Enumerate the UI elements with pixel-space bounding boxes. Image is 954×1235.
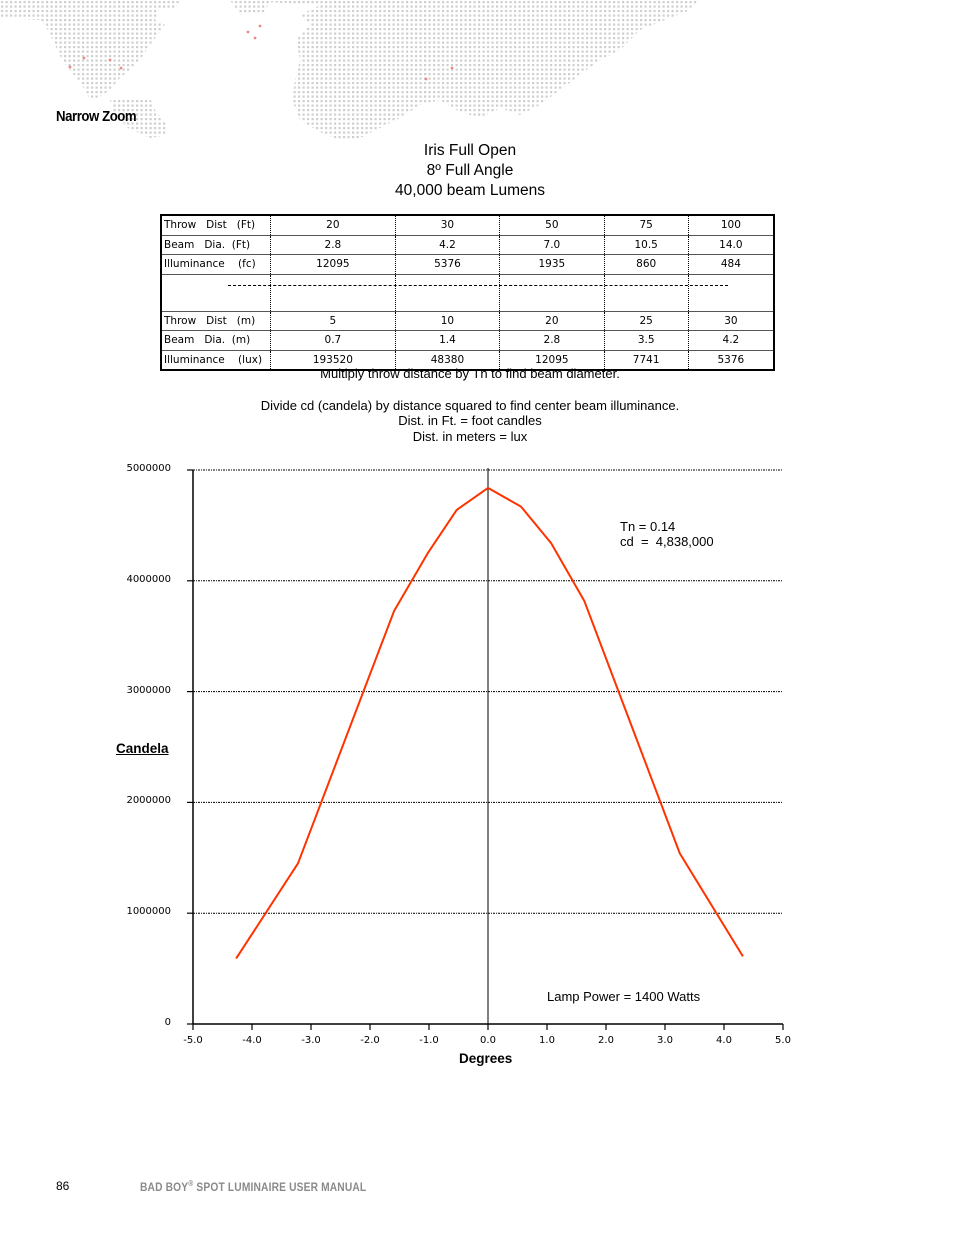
manual-title-brand: BAD BOY <box>140 1180 189 1194</box>
table-cell: 5376 <box>717 353 745 366</box>
table-cell: 7.0 <box>499 235 605 255</box>
world-map-decoration <box>0 0 700 140</box>
table-cell: 12095 <box>270 254 396 275</box>
note-line: Divide cd (candela) by distance squared … <box>260 397 680 413</box>
table-cell: 484 <box>688 254 774 275</box>
separator-cell <box>688 274 774 312</box>
x-tick-label: 1.0 <box>539 1035 555 1046</box>
table-row: Beam Dia. (m) 0.7 1.4 2.8 3.5 4.2 <box>161 330 774 351</box>
table-cell: 1935 <box>499 254 605 275</box>
note-line: Dist. in meters = lux <box>412 428 528 444</box>
table-cell: 5 <box>270 311 396 331</box>
table-cell: 860 <box>604 254 689 275</box>
x-tick-label: -3.0 <box>301 1035 321 1046</box>
table-cell: 4.2 <box>688 330 774 351</box>
x-tick-label: 5.0 <box>775 1035 791 1046</box>
note-line: Dist. in Ft. = foot candles <box>398 413 542 428</box>
table-cell: 30 <box>688 311 774 331</box>
table-cell: 48380 <box>395 350 501 370</box>
photometric-table: Throw Dist (Ft) 20 30 50 75 100 Beam Dia… <box>160 214 775 371</box>
registered-mark: ® <box>188 1179 194 1188</box>
table-cell: 75 <box>604 215 689 236</box>
chart-heading: Iris Full Open 8º Full Angle 40,000 beam… <box>0 141 940 201</box>
table-row: Throw Dist (Ft) 20 30 50 75 100 <box>161 215 774 236</box>
y-tick-label: 3000000 <box>126 684 171 696</box>
row-header: Illuminance (fc) <box>161 254 271 275</box>
table-cell: 10 <box>395 311 501 331</box>
table-cell: 50 <box>499 215 605 236</box>
table-cell: 25 <box>604 311 689 331</box>
table-row: Beam Dia. (Ft) 2.8 4.2 7.0 10.5 14.0 <box>161 235 774 255</box>
heading-line-2: 8º Full Angle <box>426 162 514 179</box>
heading-line-1: Iris Full Open <box>423 142 517 159</box>
x-tick-label: -2.0 <box>360 1035 380 1046</box>
row-header: Throw Dist (m) <box>161 311 271 331</box>
heading-line-3: 40,000 beam Lumens <box>395 182 545 199</box>
candela-series-line <box>235 486 744 960</box>
x-tick-label: 4.0 <box>716 1035 732 1046</box>
y-tick-label: 2000000 <box>126 795 171 807</box>
y-tick-label: 5000000 <box>126 463 171 474</box>
y-tick-label: 4000000 <box>126 573 171 585</box>
manual-title: BAD BOY® SPOT LUMINAIRE USER MANUAL <box>140 1179 366 1194</box>
row-header: Beam Dia. (Ft) <box>161 235 271 255</box>
tn-cd-annotation: Tn = 0.14 cd = 4,838,000 <box>620 519 714 549</box>
x-axis-label: Degrees <box>459 1051 513 1066</box>
x-tick-label: 3.0 <box>657 1035 673 1046</box>
separator-cell <box>270 274 396 312</box>
x-tick-label: 2.0 <box>598 1035 614 1046</box>
separator-row <box>161 274 774 312</box>
table-cell: 7741 <box>604 350 689 370</box>
table-cell: 20 <box>270 215 396 236</box>
row-header: Beam Dia. (m) <box>161 330 271 351</box>
x-tick-label: -1.0 <box>419 1035 439 1046</box>
table-row: Illuminance (fc) 12095 5376 1935 860 484 <box>161 254 774 275</box>
table-cell: 14.0 <box>688 235 774 255</box>
table-cell: 5376 <box>395 254 501 275</box>
y-tick-label: 1000000 <box>126 906 171 918</box>
table-cell: 20 <box>499 311 605 331</box>
separator-cell <box>395 274 501 312</box>
table-row: Throw Dist (m) 5 10 20 25 30 <box>161 311 774 331</box>
table-cell: 1.4 <box>395 330 501 351</box>
table-cell: 100 <box>688 215 774 236</box>
table-cell: 12095 <box>499 350 605 370</box>
table-row: Illuminance (lux) 193520 48380 12095 774… <box>161 350 774 370</box>
row-header: Illuminance (lux) <box>161 350 271 370</box>
x-tick-label: 0.0 <box>480 1035 496 1046</box>
table-cell: 3.5 <box>604 330 689 351</box>
table-cell: 2.8 <box>270 235 396 255</box>
formula-notes: Multiply throw distance by Tn to find be… <box>0 366 940 444</box>
table-cell: 193520 <box>270 350 396 370</box>
row-header: Throw Dist (Ft) <box>161 215 271 236</box>
page-number: 86 <box>56 1179 70 1193</box>
separator-cell <box>604 274 689 312</box>
x-tick-label: -5.0 <box>183 1035 203 1046</box>
separator-cell <box>499 274 605 312</box>
table-cell: 0.7 <box>270 330 396 351</box>
x-tick-label: -4.0 <box>242 1035 262 1046</box>
table-cell: 30 <box>395 215 501 236</box>
table-cell: 2.8 <box>499 330 605 351</box>
y-axis-label: Candela <box>116 741 169 756</box>
manual-title-rest: SPOT LUMINAIRE USER MANUAL <box>193 1180 367 1194</box>
lamp-power-annotation: Lamp Power = 1400 Watts <box>547 989 701 1004</box>
y-tick-label: 0 <box>164 1017 171 1028</box>
section-title: Narrow Zoom <box>56 108 137 125</box>
note-line: Multiply throw distance by Tn to find be… <box>320 366 620 381</box>
table-cell: 10.5 <box>604 235 689 255</box>
table-cell: 4.2 <box>395 235 501 255</box>
